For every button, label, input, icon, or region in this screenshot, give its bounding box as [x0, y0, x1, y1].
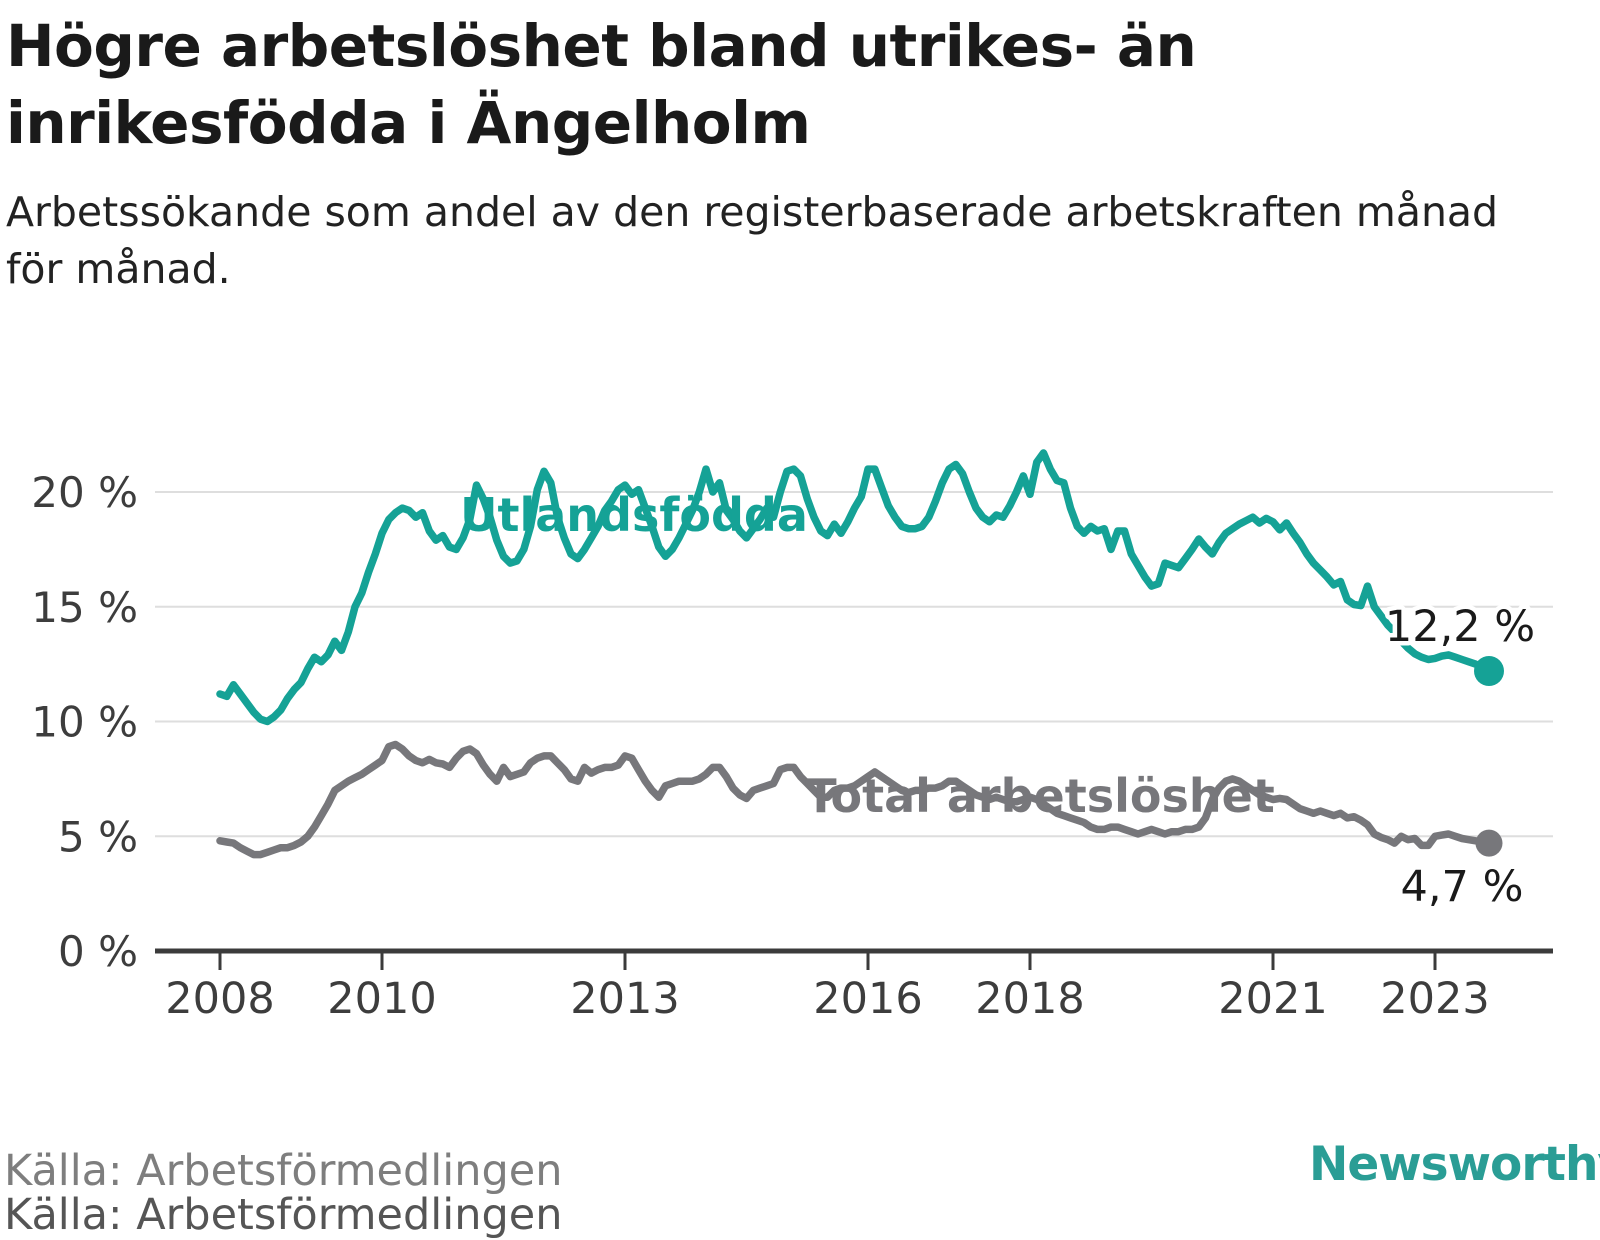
x-tick-label: 2013 — [570, 974, 679, 1024]
end-value-label: 12,2 % — [1385, 602, 1535, 652]
y-tick-label: 15 % — [31, 583, 138, 632]
series-line-total-arbetsloshet — [216, 740, 1493, 859]
y-tick-label: 10 % — [31, 698, 138, 747]
x-tick-label: 2018 — [975, 974, 1084, 1024]
x-tick-label: 2008 — [165, 974, 274, 1024]
x-tick-label: 2023 — [1380, 974, 1489, 1024]
y-tick-label: 0 % — [58, 927, 138, 976]
infographic-page: Högre arbetslöshet bland utrikes- än inr… — [4, 8, 1600, 1240]
series-line-utlandsfodda — [216, 449, 1493, 726]
end-value-label: 4,7 % — [1401, 862, 1524, 912]
newsworthy-logo: Newsworthy — [1292, 1136, 1600, 1200]
x-tick-label: 2016 — [813, 974, 922, 1024]
source-text-cropped-echo: Källa: Arbetsförmedlingen — [4, 1190, 563, 1240]
source-text: Källa: Arbetsförmedlingen — [4, 1146, 563, 1196]
series-label: Total arbetslöshet — [805, 769, 1275, 823]
chart-subtitle-line-2: för månad. — [6, 244, 231, 293]
chart-title-line-2: inrikesfödda i Ängelholm — [6, 89, 811, 158]
chart-subtitle: Arbetssökande som andel av den registerb… — [6, 184, 1566, 297]
y-tick-label: 20 % — [31, 468, 138, 517]
chart-header: Högre arbetslöshet bland utrikes- än inr… — [6, 8, 1566, 297]
x-tick-label: 2010 — [327, 974, 436, 1024]
chart-subtitle-line-1: Arbetssökande som andel av den registerb… — [6, 188, 1499, 237]
chart-title: Högre arbetslöshet bland utrikes- än inr… — [6, 8, 1566, 162]
x-tick-label: 2021 — [1218, 974, 1327, 1024]
chart-title-line-1: Högre arbetslöshet bland utrikes- än — [6, 12, 1197, 80]
series-end-dot — [1475, 829, 1503, 857]
series-end-dot — [1474, 656, 1504, 687]
line-chart: 20 % 15 % 10 % 5 % 0 % 2008 2010 2013 2016 2018 20… — [31, 449, 1553, 1024]
series-label: Utlandsfödda — [460, 488, 808, 542]
y-tick-label: 5 % — [58, 812, 138, 861]
newsworthy-wordmark: Newsworthy — [1309, 1136, 1600, 1192]
